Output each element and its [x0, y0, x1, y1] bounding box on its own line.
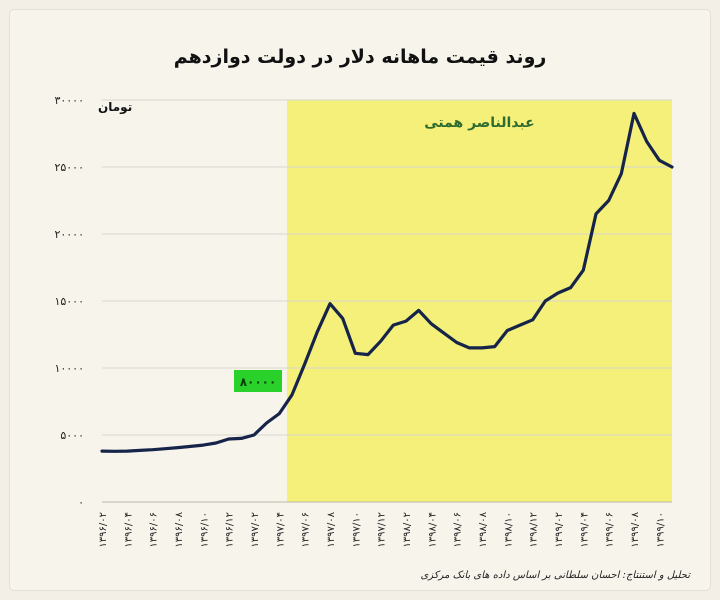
- callout-label: ۸۰۰۰۰: [240, 375, 277, 389]
- series-line: [100, 111, 674, 453]
- x-tick-label: ۱۳۹۷/۰۲: [250, 512, 261, 548]
- x-tick-label: ۱۳۹۹/۰۲: [554, 512, 565, 548]
- y-tick-label: ۲۰۰۰۰: [54, 228, 84, 241]
- x-tick-label: ۱۳۹۹/۱۰: [655, 512, 666, 548]
- chart-title: روند قیمت ماهانه دلار در دولت دوازدهم: [173, 46, 547, 68]
- x-tick-label: ۱۳۹۸/۱۰: [503, 512, 514, 548]
- region-label: عبدالناصر همتی: [424, 115, 534, 131]
- y-tick-label: ۱۵۰۰۰: [54, 295, 84, 308]
- y-tick-label: ۰: [78, 496, 84, 509]
- x-tick-label: ۱۳۹۸/۰۸: [478, 511, 489, 547]
- x-tick-label: ۱۳۹۹/۰۴: [579, 512, 590, 548]
- y-unit-label: تومان: [98, 100, 133, 114]
- x-tick-label: ۱۳۹۶/۰۲: [98, 512, 109, 548]
- x-tick-label: ۱۳۹۷/۱۰: [351, 512, 362, 548]
- x-tick-label: ۱۳۹۷/۰۴: [275, 512, 286, 548]
- x-tick-label: ۱۳۹۶/۱۰: [199, 512, 210, 548]
- y-tick-label: ۲۵۰۰۰: [54, 161, 84, 174]
- x-tick-label: ۱۳۹۹/۰۶: [605, 512, 616, 548]
- x-tick-label: ۱۳۹۸/۰۲: [402, 512, 413, 548]
- x-tick-label: ۱۳۹۷/۱۲: [377, 512, 388, 548]
- callout-box: [234, 370, 282, 392]
- y-tick-label: ۱۰۰۰۰: [54, 362, 84, 375]
- x-tick-label: ۱۳۹۸/۰۶: [453, 512, 464, 548]
- x-tick-label: ۱۳۹۶/۰۶: [149, 512, 160, 548]
- x-tick-label: ۱۳۹۶/۰۴: [123, 512, 134, 548]
- x-tick-label: ۱۳۹۶/۰۸: [174, 511, 185, 547]
- y-tick-label: ۵۰۰۰: [60, 429, 84, 442]
- x-tick-label: ۱۳۹۷/۰۸: [326, 511, 337, 547]
- x-tick-label: ۱۳۹۸/۱۲: [529, 512, 540, 548]
- source-note: تحلیل و استنتاج: احسان سلطانی بر اساس دا…: [420, 570, 691, 581]
- x-tick-label: ۱۳۹۷/۰۶: [301, 512, 312, 548]
- x-tick-label: ۱۳۹۹/۰۸: [630, 511, 641, 547]
- x-tick-label: ۱۳۹۶/۱۲: [225, 512, 236, 548]
- x-tick-label: ۱۳۹۸/۰۴: [427, 512, 438, 548]
- y-tick-label: ۳۰۰۰۰: [54, 94, 84, 107]
